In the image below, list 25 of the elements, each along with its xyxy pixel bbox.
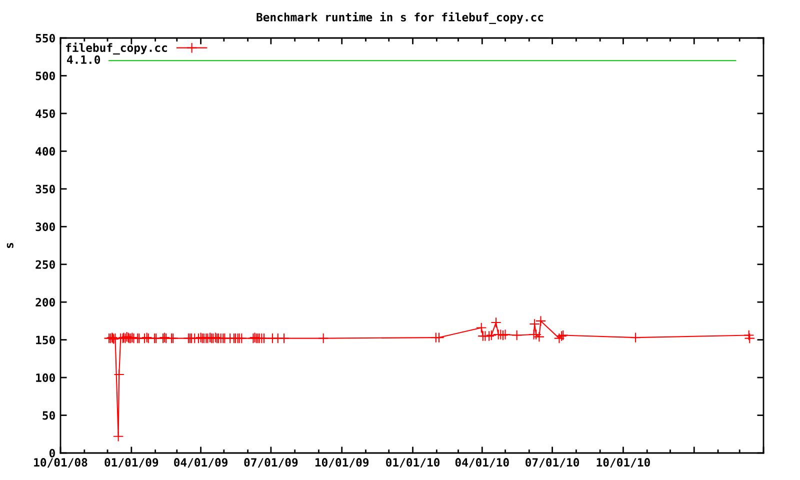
y-tick-label: 300 xyxy=(36,222,55,232)
legend-label: filebuf_copy.cc xyxy=(66,42,167,54)
y-tick-label: 500 xyxy=(36,72,55,80)
x-tick-label: 04/01/10 xyxy=(455,458,509,468)
y-tick-label: 150 xyxy=(36,336,55,344)
y-tick-label: 400 xyxy=(36,147,55,156)
x-tick-label: 01/01/09 xyxy=(104,458,158,468)
x-tick-label: 10/01/08 xyxy=(34,458,88,468)
x-tick-label: 07/01/10 xyxy=(526,458,580,468)
x-tick-label: 10/01/10 xyxy=(596,458,650,468)
annotation: 4.1.0 xyxy=(67,55,100,64)
x-tick-label: 10/01/09 xyxy=(315,458,369,468)
x-tick-label: 01/01/10 xyxy=(386,458,440,468)
y-tick-label: 100 xyxy=(36,373,55,382)
y-tick-label: 350 xyxy=(36,184,55,194)
y-tick-label: 0 xyxy=(49,448,55,458)
x-tick-label: 04/01/09 xyxy=(174,458,228,468)
y-axis-title: s xyxy=(6,242,14,248)
y-tick-label: 50 xyxy=(42,411,55,420)
x-tick-label: 07/01/09 xyxy=(244,458,298,468)
chart-title: Benchmark runtime in s for filebuf_copy.cc xyxy=(256,12,544,24)
y-tick-label: 200 xyxy=(36,298,55,307)
y-tick-label: 450 xyxy=(36,109,55,118)
y-tick-label: 250 xyxy=(36,260,55,269)
y-tick-label: 550 xyxy=(36,34,55,42)
